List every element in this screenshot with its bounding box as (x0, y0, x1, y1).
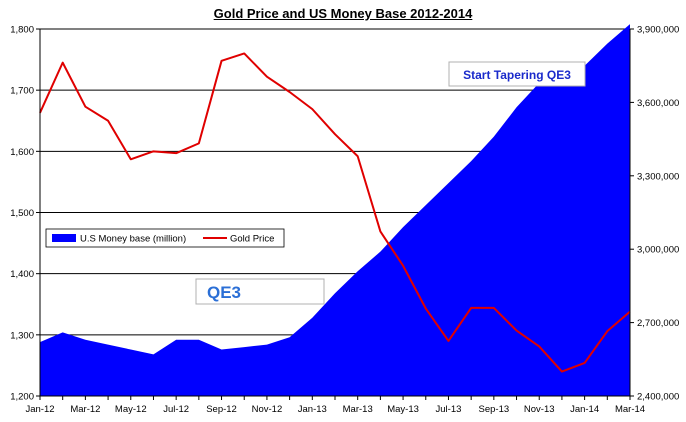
x-tick-label: Mar-13 (343, 404, 373, 415)
legend-swatch-money-base (52, 234, 76, 242)
money-base-area-layer (40, 24, 630, 397)
x-tick-label: Nov-12 (252, 404, 283, 415)
x-tick-label: May-12 (115, 404, 147, 415)
legend-box (45, 228, 285, 248)
left-tick-label: 1,600 (10, 147, 34, 158)
x-tick-label: Sep-13 (479, 404, 510, 415)
x-tick-label: May-13 (387, 404, 419, 415)
x-tick-label: Jan-13 (298, 404, 327, 415)
right-tick-label: 3,000,000 (637, 245, 679, 256)
left-tick-label: 1,300 (10, 330, 34, 341)
left-tick-label: 1,200 (10, 392, 34, 403)
legend-label-money-base: U.S Money base (million) (80, 234, 186, 245)
x-axis-ticks: Jan-12 Mar-12 May-12 Jul-12 Sep-12 Nov-12 Jan-… (25, 396, 645, 415)
annotations: Start Tapering QE3 QE3 (195, 61, 586, 305)
gold-price-line (39, 52, 631, 373)
x-tick-label: Jul-13 (436, 404, 462, 415)
left-tick-label: 1,800 (10, 25, 34, 36)
right-tick-label: 3,300,000 (637, 171, 679, 182)
x-tick-label: Jan-12 (25, 404, 54, 415)
left-tick-label: 1,400 (10, 269, 34, 280)
right-tick-label: 3,900,000 (637, 25, 679, 36)
x-tick-label: Jan-14 (570, 404, 599, 415)
x-tick-label: Sep-12 (206, 404, 237, 415)
right-tick-label: 2,400,000 (637, 392, 679, 403)
money-base-area (40, 24, 630, 397)
x-tick-label: Jul-12 (163, 404, 189, 415)
x-tick-label: Mar-14 (615, 404, 645, 415)
x-tick-label: Mar-12 (70, 404, 100, 415)
gold-price-line-layer (39, 52, 631, 373)
annotation-start-tapering-qe3: Start Tapering QE3 (463, 68, 571, 82)
left-axis-ticks: 1,200 1,300 1,400 1,500 1,600 1,700 1,800 (10, 25, 40, 403)
left-tick-label: 1,700 (10, 86, 34, 97)
legend: U.S Money base (million) Gold Price (45, 228, 285, 248)
left-tick-label: 1,500 (10, 208, 34, 219)
annotation-box-qe3 (195, 278, 325, 305)
chart-title: Gold Price and US Money Base 2012-2014 (213, 6, 473, 21)
right-tick-label: 2,700,000 (637, 318, 679, 329)
right-tick-label: 3,600,000 (637, 98, 679, 109)
annotation-qe3: QE3 (207, 283, 241, 302)
right-axis-ticks: 2,400,000 2,700,000 3,000,000 3,300,000 3,60… (630, 25, 679, 403)
annotation-box-start-tapering (448, 61, 586, 87)
x-tick-label: Nov-13 (524, 404, 555, 415)
legend-label-gold-price: Gold Price (230, 234, 274, 245)
